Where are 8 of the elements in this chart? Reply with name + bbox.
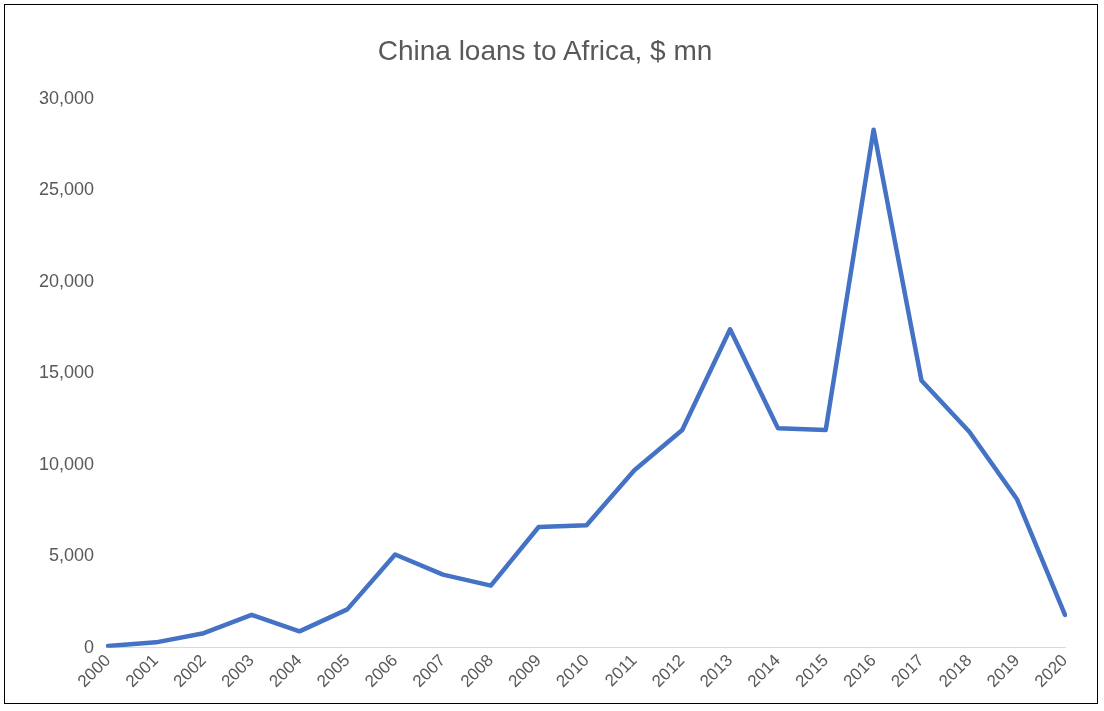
y-tick-label: 30,000: [38, 87, 95, 108]
y-tick-label: 20,000: [38, 270, 95, 291]
y-tick-label: 15,000: [38, 362, 95, 383]
y-tick-label: 25,000: [38, 179, 95, 200]
y-tick-label: 0: [84, 636, 95, 657]
chart-title: China loans to Africa, $ mn: [377, 34, 713, 66]
y-tick-label: 5,000: [49, 545, 95, 566]
y-tick-label: 10,000: [38, 453, 95, 474]
